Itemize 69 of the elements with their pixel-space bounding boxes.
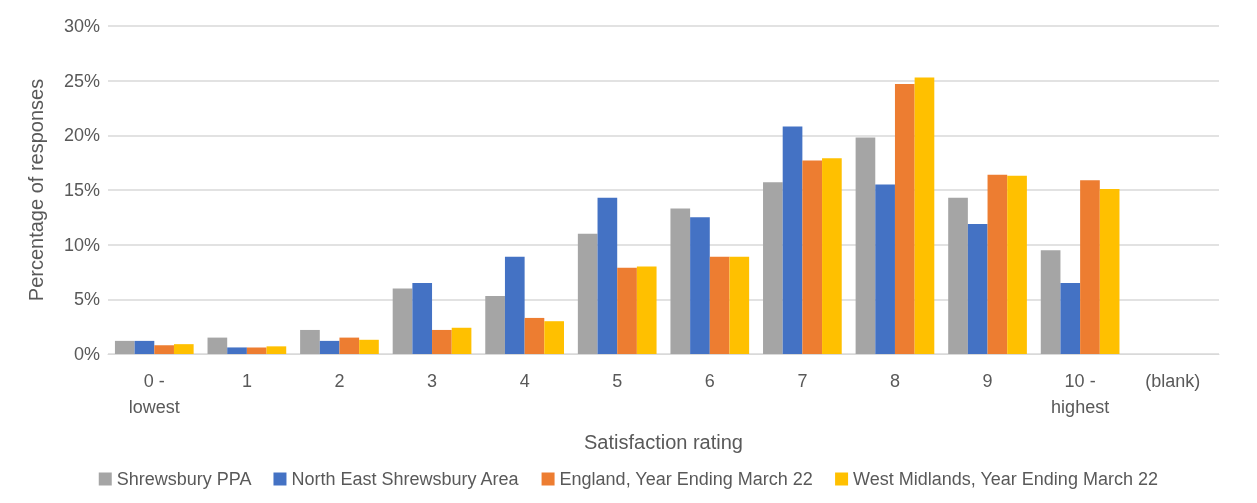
x-tick-label: 4 (519, 371, 530, 391)
x-tick-label: 3 (427, 371, 438, 391)
bar (544, 321, 564, 354)
y-axis-title: Percentage of responses (25, 78, 47, 302)
bar (636, 266, 657, 354)
bar (173, 344, 194, 354)
x-tick-label: 1 (241, 371, 252, 391)
bar (709, 256, 730, 354)
bar (1040, 250, 1061, 354)
x-axis-title: Satisfaction rating (584, 431, 743, 453)
bar (763, 182, 783, 354)
x-tick-label: 9 (982, 371, 993, 391)
bar (597, 197, 618, 354)
bar (266, 346, 287, 354)
bar (154, 345, 174, 354)
bar (246, 347, 267, 354)
legend-label: North East Shrewsbury Area (291, 469, 520, 489)
bar (359, 339, 379, 354)
bar (339, 337, 360, 354)
bar (948, 197, 968, 354)
x-tick-label: (blank) (1145, 371, 1201, 391)
bar (822, 158, 842, 354)
bar (485, 296, 505, 354)
bar (914, 77, 935, 354)
bar (114, 340, 135, 354)
bar (875, 184, 895, 354)
y-tick-label: 0% (73, 344, 100, 364)
bar (524, 317, 545, 354)
x-tick-label: 0 - lowest (128, 371, 180, 417)
x-tick-label: 8 (889, 371, 900, 391)
y-tick-label: 10% (63, 234, 100, 255)
bar (392, 288, 413, 354)
bar (802, 160, 823, 354)
x-tick-label: 2 (334, 371, 345, 391)
x-tick-label: 10 - highest (1051, 371, 1110, 417)
bar (432, 329, 452, 354)
bar (1007, 175, 1027, 354)
bar (670, 208, 691, 354)
bar (1080, 180, 1100, 354)
x-tick-label: 5 (612, 371, 623, 391)
bar (617, 267, 637, 354)
bar (1060, 282, 1081, 354)
bar (577, 233, 598, 354)
bar (207, 337, 228, 354)
bar (690, 217, 710, 354)
bar (412, 282, 433, 354)
legend-label: Shrewsbury PPA (116, 469, 252, 489)
bar (987, 174, 1008, 354)
legend-label: England, Year Ending March 22 (559, 469, 813, 489)
bar (855, 137, 876, 354)
y-tick-label: 25% (63, 70, 100, 91)
y-tick-label: 15% (63, 180, 100, 200)
y-tick-label: 20% (63, 125, 100, 146)
bar (894, 83, 915, 354)
bar (1099, 188, 1120, 354)
bar (451, 327, 472, 354)
y-tick-label: 30% (63, 16, 100, 36)
bar (227, 347, 247, 354)
x-tick-label: 6 (704, 371, 715, 391)
y-tick-label: 5% (73, 289, 100, 310)
x-tick-label: 7 (797, 371, 808, 391)
bar (782, 126, 803, 354)
bar (504, 256, 525, 354)
bar (134, 340, 155, 354)
bar (729, 256, 750, 354)
bar (967, 223, 988, 354)
bar (319, 340, 340, 354)
legend-label: West Midlands, Year Ending March 22 (853, 469, 1158, 489)
bar (300, 329, 320, 354)
